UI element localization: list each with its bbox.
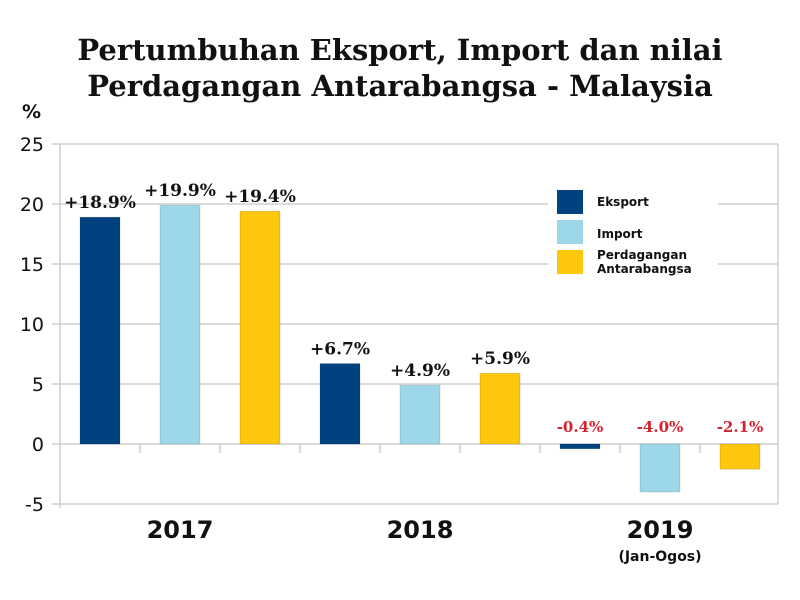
data-label: +5.9% [470,349,530,369]
data-label: -4.0% [637,418,684,436]
legend-label: Antarabangsa [597,262,692,276]
data-label: +6.7% [310,340,370,360]
legend-label: Eksport [597,195,649,209]
x-category-label: 2019 [627,516,694,544]
y-tick-label: 5 [32,374,44,396]
legend-swatch-3 [557,250,583,274]
legend-swatch-1 [557,190,583,214]
bar-import-2018 [399,384,441,445]
chart-title: Pertumbuhan Eksport, Import dan nilai Pe… [0,32,800,104]
data-label: -2.1% [717,418,764,436]
data-label: -0.4% [557,418,604,436]
y-tick-label: 10 [20,314,44,336]
data-label: +18.9% [64,193,136,213]
bar-import-2017 [159,204,201,445]
y-tick-label: 15 [20,254,44,276]
y-tick-label: -5 [25,494,44,516]
data-label: +19.4% [224,187,296,207]
y-tick-label: 25 [20,134,44,156]
bar-perdagangan-antarabangsa-2017 [239,210,281,445]
legend-swatch-2 [557,220,583,244]
bar-perdagangan-antarabangsa-2019 [719,443,761,470]
bar-eksport-2018 [319,363,361,445]
x-category-label: 2018 [387,516,454,544]
data-label: +4.9% [390,361,450,381]
bar-eksport-2017 [79,216,121,445]
data-label: +19.9% [144,181,216,201]
chart-title-line-2: Perdagangan Antarabangsa - Malaysia [87,69,713,103]
y-tick-label: 20 [20,194,44,216]
x-category-label: 2017 [147,516,214,544]
y-tick-label: 0 [32,434,44,456]
chart-title-line-1: Pertumbuhan Eksport, Import dan nilai [77,33,723,67]
bar-eksport-2019 [559,443,601,450]
y-axis-label: % [22,101,41,123]
bar-perdagangan-antarabangsa-2018 [479,372,521,445]
legend-label: Perdagangan [597,248,687,262]
bar-import-2019 [639,443,681,493]
x-category-sublabel: (Jan-Ogos) [618,549,701,565]
legend-label: Import [597,227,643,241]
